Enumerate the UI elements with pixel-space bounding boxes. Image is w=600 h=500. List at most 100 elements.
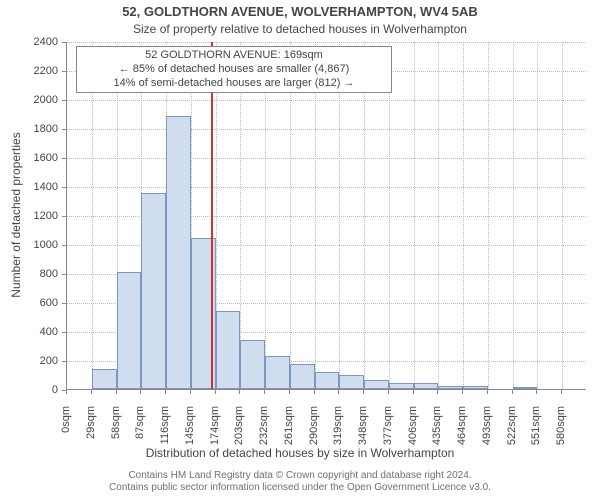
gridline-vertical (513, 42, 514, 389)
footer-line: Contains HM Land Registry data © Crown c… (0, 470, 600, 482)
x-tick-mark (140, 390, 141, 394)
annotation-line: 52 GOLDTHORN AVENUE: 169sqm (83, 49, 385, 63)
y-tick-mark (62, 71, 66, 72)
y-tick-mark (62, 158, 66, 159)
histogram-bar (117, 272, 142, 389)
y-tick-mark (62, 42, 66, 43)
annotation-line: 14% of semi-detached houses are larger (… (83, 77, 385, 91)
annotation-box: 52 GOLDTHORN AVENUE: 169sqm ← 85% of det… (76, 46, 392, 93)
x-tick-mark (388, 390, 389, 394)
histogram-bar (265, 356, 290, 389)
y-tick-label: 0 (26, 384, 58, 396)
gridline-horizontal (67, 129, 586, 130)
x-tick-mark (289, 390, 290, 394)
x-tick-label: 348sqm (357, 406, 369, 456)
histogram-bar (389, 383, 414, 389)
histogram-bar (463, 386, 488, 389)
x-tick-label: 522sqm (506, 406, 518, 456)
x-tick-label: 493sqm (481, 406, 493, 456)
x-tick-mark (561, 390, 562, 394)
y-tick-label: 400 (26, 326, 58, 338)
y-tick-mark (62, 100, 66, 101)
x-tick-mark (363, 390, 364, 394)
x-tick-mark (487, 390, 488, 394)
y-axis-title: Number of detached properties (9, 41, 23, 389)
x-tick-label: 435sqm (431, 406, 443, 456)
gridline-horizontal (67, 42, 586, 43)
annotation-line: ← 85% of detached houses are smaller (4,… (83, 63, 385, 77)
gridline-vertical (315, 42, 316, 389)
y-tick-mark (62, 245, 66, 246)
x-tick-label: 145sqm (184, 406, 196, 456)
x-tick-mark (91, 390, 92, 394)
x-tick-label: 261sqm (283, 406, 295, 456)
histogram-bar (240, 340, 265, 389)
x-tick-label: 174sqm (209, 406, 221, 456)
y-tick-mark (62, 187, 66, 188)
x-tick-label: 232sqm (258, 406, 270, 456)
y-tick-mark (62, 303, 66, 304)
histogram-bar (92, 369, 117, 389)
x-tick-label: 464sqm (456, 406, 468, 456)
x-tick-mark (413, 390, 414, 394)
histogram-bar (339, 375, 364, 390)
x-tick-mark (165, 390, 166, 394)
x-tick-mark (190, 390, 191, 394)
x-tick-label: 58sqm (110, 406, 122, 456)
gridline-vertical (463, 42, 464, 389)
x-tick-mark (338, 390, 339, 394)
histogram-bar (513, 387, 538, 389)
chart-title: 52, GOLDTHORN AVENUE, WOLVERHAMPTON, WV4… (0, 4, 600, 19)
x-tick-label: 580sqm (555, 406, 567, 456)
x-tick-mark (512, 390, 513, 394)
y-tick-label: 200 (26, 355, 58, 367)
y-tick-mark (62, 332, 66, 333)
x-tick-label: 551sqm (530, 406, 542, 456)
chart-subtitle: Size of property relative to detached ho… (0, 22, 600, 36)
gridline-vertical (389, 42, 390, 389)
x-tick-mark (314, 390, 315, 394)
y-tick-mark (62, 274, 66, 275)
y-tick-label: 2000 (26, 94, 58, 106)
gridline-vertical (488, 42, 489, 389)
x-tick-mark (536, 390, 537, 394)
y-tick-mark (62, 129, 66, 130)
x-tick-label: 377sqm (382, 406, 394, 456)
histogram-bar (290, 364, 315, 389)
x-tick-mark (437, 390, 438, 394)
x-tick-label: 203sqm (233, 406, 245, 456)
gridline-vertical (240, 42, 241, 389)
histogram-bar (438, 386, 463, 389)
footer-line: Contains public sector information licen… (0, 482, 600, 494)
reference-line (211, 42, 213, 389)
histogram-bar (414, 383, 439, 389)
x-tick-mark (116, 390, 117, 394)
gridline-vertical (562, 42, 563, 389)
gridline-horizontal (67, 187, 586, 188)
histogram-bar (216, 311, 241, 389)
gridline-vertical (414, 42, 415, 389)
gridline-vertical (364, 42, 365, 389)
histogram-bar (315, 372, 340, 389)
y-tick-label: 2200 (26, 65, 58, 77)
y-tick-label: 2400 (26, 36, 58, 48)
y-tick-mark (62, 216, 66, 217)
gridline-horizontal (67, 158, 586, 159)
y-tick-mark (62, 361, 66, 362)
gridline-vertical (339, 42, 340, 389)
plot-area (66, 42, 586, 390)
y-tick-label: 1400 (26, 181, 58, 193)
x-tick-label: 87sqm (134, 406, 146, 456)
histogram-bar (141, 193, 166, 389)
gridline-vertical (290, 42, 291, 389)
x-tick-label: 406sqm (407, 406, 419, 456)
y-tick-label: 1200 (26, 210, 58, 222)
y-tick-label: 1600 (26, 152, 58, 164)
x-tick-mark (462, 390, 463, 394)
histogram-bar (166, 116, 191, 389)
histogram-bar (364, 380, 389, 389)
gridline-vertical (537, 42, 538, 389)
x-tick-label: 116sqm (159, 406, 171, 456)
x-tick-label: 290sqm (308, 406, 320, 456)
y-tick-label: 1000 (26, 239, 58, 251)
